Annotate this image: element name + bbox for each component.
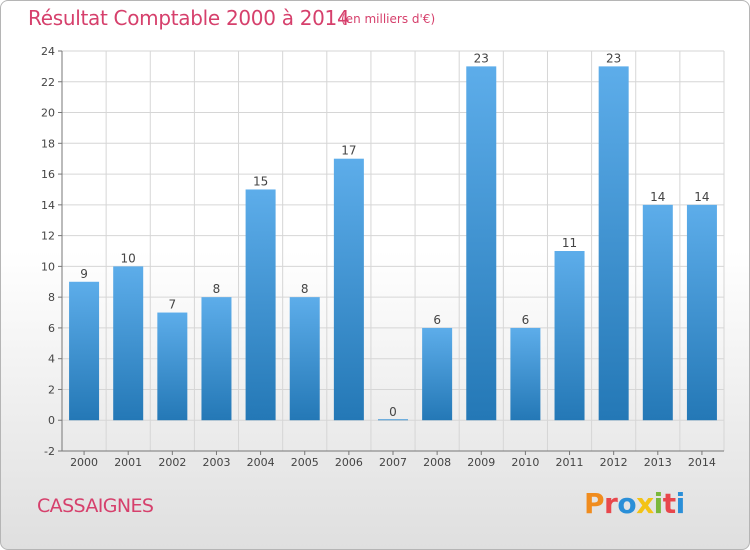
y-tick-label: 20 (41, 107, 55, 120)
data-label: 14 (694, 190, 709, 204)
x-tick-label: 2006 (335, 456, 363, 469)
data-label: 23 (606, 51, 621, 65)
x-tick-label: 2002 (158, 456, 186, 469)
logo-letter: o (617, 487, 637, 520)
x-tick-label: 2001 (114, 456, 142, 469)
logo-letter: t (662, 487, 676, 520)
data-label: 23 (474, 51, 489, 65)
logo-letter: P (584, 487, 605, 520)
data-label: 11 (562, 236, 577, 250)
data-label: 6 (522, 313, 530, 327)
data-label: 9 (80, 267, 88, 281)
x-tick-label: 2010 (511, 456, 539, 469)
y-tick-label: 18 (41, 137, 55, 150)
x-tick-label: 2005 (291, 456, 319, 469)
bar (245, 189, 276, 421)
y-tick-label: 10 (41, 260, 55, 273)
x-tick-label: 2008 (423, 456, 451, 469)
x-tick-label: 2011 (556, 456, 584, 469)
x-tick-label: 2004 (247, 456, 275, 469)
bar (378, 419, 408, 421)
y-tick-label: -2 (44, 445, 55, 458)
bar (289, 297, 320, 421)
y-tick-label: 22 (41, 76, 55, 89)
data-label: 8 (301, 282, 309, 296)
y-tick-label: 8 (48, 291, 55, 304)
x-tick-label: 2007 (379, 456, 407, 469)
bar (201, 297, 232, 421)
bar (333, 158, 364, 421)
logo-letter: x (636, 487, 654, 520)
bars (69, 66, 717, 421)
bar (554, 251, 585, 421)
bar (466, 66, 497, 421)
bar (642, 204, 673, 421)
bar (510, 327, 541, 421)
proxiti-logo: Proxiti (584, 487, 685, 520)
bar (422, 327, 453, 421)
data-labels: 9 10 7 8 15 8 17 0 6 23 6 11 23 14 14 (80, 51, 709, 419)
logo-letter: i (653, 487, 664, 520)
x-tick-label: 2014 (688, 456, 716, 469)
y-tick-label: 12 (41, 230, 55, 243)
chart-title: Résultat Comptable 2000 à 2014 (28, 6, 350, 30)
data-label: 6 (433, 313, 441, 327)
x-tick-label: 2013 (644, 456, 672, 469)
chart-subtitle: (en milliers d'€) (341, 12, 436, 26)
bar (598, 66, 629, 421)
bar (69, 281, 100, 421)
y-tick-label: 6 (48, 322, 55, 335)
x-tick-label: 2003 (202, 456, 230, 469)
y-tick-label: 24 (41, 45, 55, 58)
commune-name: CASSAIGNES (37, 495, 154, 517)
y-tick-label: 14 (41, 199, 55, 212)
x-tick-label: 2012 (600, 456, 628, 469)
y-tick-label: 4 (48, 353, 55, 366)
data-label: 17 (341, 144, 356, 158)
y-tick-label: 0 (48, 414, 55, 427)
data-label: 7 (169, 298, 177, 312)
data-label: 15 (253, 174, 268, 188)
x-tick-label: 2000 (70, 456, 98, 469)
y-tick-label: 16 (41, 168, 55, 181)
logo-letter: r (604, 487, 618, 520)
bar (113, 266, 144, 421)
data-label: 10 (121, 251, 136, 265)
logo-letter: i (675, 487, 686, 520)
y-tick-label: 2 (48, 383, 55, 396)
data-label: 8 (213, 282, 221, 296)
bar (686, 204, 717, 421)
data-label: 0 (389, 405, 397, 419)
data-label: 14 (650, 190, 665, 204)
bar (157, 312, 188, 421)
x-tick-label: 2009 (467, 456, 495, 469)
